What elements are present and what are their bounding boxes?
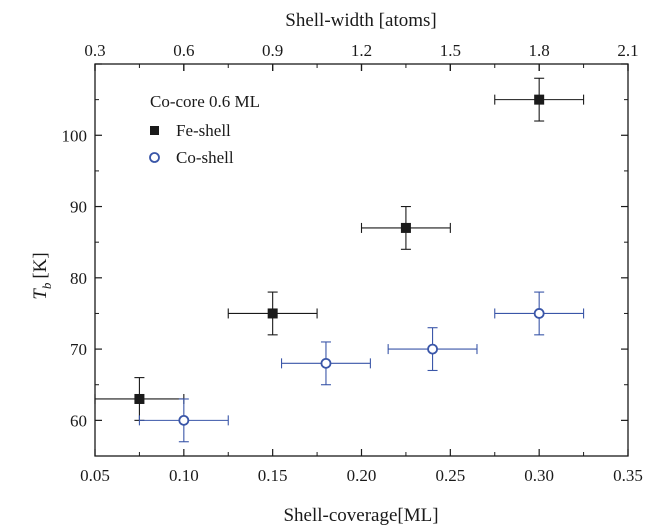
circle-marker [533,308,545,319]
top-x-tick-label: 1.5 [440,41,461,60]
top-x-axis: 0.3 0.6 0.9 1.2 1.5 1.8 2.1 [84,41,639,71]
data-point [94,377,185,421]
y-tick-label: 90 [70,198,87,217]
plot-border [94,63,629,457]
data-point [138,398,229,443]
square-marker [534,94,545,105]
data-point [360,205,451,250]
data-point [387,327,478,372]
series-fe-shell [94,77,585,421]
y-axis-label-main: T [30,288,51,300]
y-tick-label: 70 [70,340,87,359]
y-axis-label-unit: [K] [30,252,51,278]
top-x-tick-label: 0.9 [262,41,283,60]
x-tick-label: 0.05 [80,466,110,485]
plot-frame [94,63,629,457]
circle-marker [320,357,332,369]
legend-marker-square [150,126,159,135]
legend-entry-fe-shell: Fe-shell [176,121,231,140]
data-series [94,77,585,443]
legend-title: Co-core 0.6 ML [150,92,260,111]
y-tick-label: 100 [62,126,88,145]
x-tick-label: 0.10 [169,466,199,485]
x-tick-label: 0.20 [347,466,377,485]
left-y-axis: 60 70 80 90 100 [62,63,628,457]
y-tick-label: 80 [70,269,87,288]
x-tick-label: 0.30 [524,466,554,485]
data-point [227,291,318,336]
data-point [280,341,371,386]
top-x-tick-label: 1.8 [529,41,550,60]
top-x-tick-label: 2.1 [617,41,638,60]
square-marker [400,222,411,233]
square-marker [134,393,145,404]
legend-entry-co-shell: Co-shell [176,148,234,167]
legend: Co-core 0.6 ML Fe-shell Co-shell [149,92,260,167]
circle-marker [427,343,438,355]
top-x-tick-label: 0.3 [84,41,105,60]
x-axis-label: Shell-coverage[ML] [283,505,438,526]
legend-marker-circle [149,152,160,163]
x-tick-label: 0.35 [613,466,643,485]
data-point [494,291,585,336]
circle-marker [178,414,190,426]
bottom-x-axis: 0.05 0.10 0.15 0.20 0.25 0.30 0.35 [80,64,643,485]
square-marker [267,308,278,319]
y-axis-label: Tb [K] [30,252,54,299]
top-x-axis-label: Shell-width [atoms] [285,10,436,31]
top-x-tick-label: 1.2 [351,41,372,60]
y-tick-label: 60 [70,411,87,430]
x-tick-label: 0.15 [258,466,288,485]
data-point [494,77,585,122]
series-co-shell [138,291,585,443]
x-tick-label: 0.25 [435,466,465,485]
y-axis-label-sub: b [39,282,54,289]
top-x-tick-label: 0.6 [173,41,194,60]
